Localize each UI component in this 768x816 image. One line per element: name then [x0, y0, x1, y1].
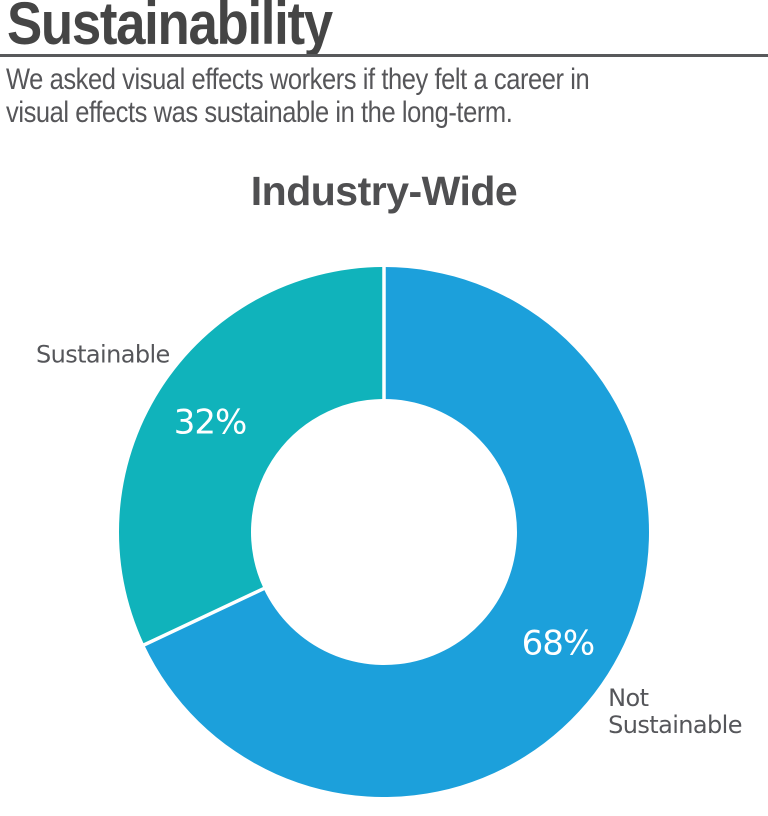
donut-slice-sustainable: [118, 267, 384, 645]
category-label-not-sustainable: Not Sustainable: [608, 684, 742, 739]
title-divider: [0, 54, 768, 57]
chart-title: Industry-Wide: [250, 168, 518, 214]
slice-separator: [142, 586, 266, 647]
page-subtitle-line2: visual effects was sustainable in the lo…: [6, 96, 513, 129]
page-subtitle-line1: We asked visual effects workers if they …: [6, 63, 590, 96]
pct-label-sustainable: 32%: [174, 403, 247, 443]
page-subtitle: We asked visual effects workers if they …: [6, 63, 590, 129]
donut-chart: 68% Not Sustainable 32% Sustainable: [0, 240, 768, 816]
pct-label-not-sustainable: 68%: [522, 623, 595, 663]
donut-svg: 68% Not Sustainable 32% Sustainable: [36, 266, 742, 797]
category-label-sustainable: Sustainable: [36, 341, 170, 369]
donut-slice-not-sustainable: [144, 267, 649, 797]
page-title: Sustainability: [7, 0, 333, 57]
